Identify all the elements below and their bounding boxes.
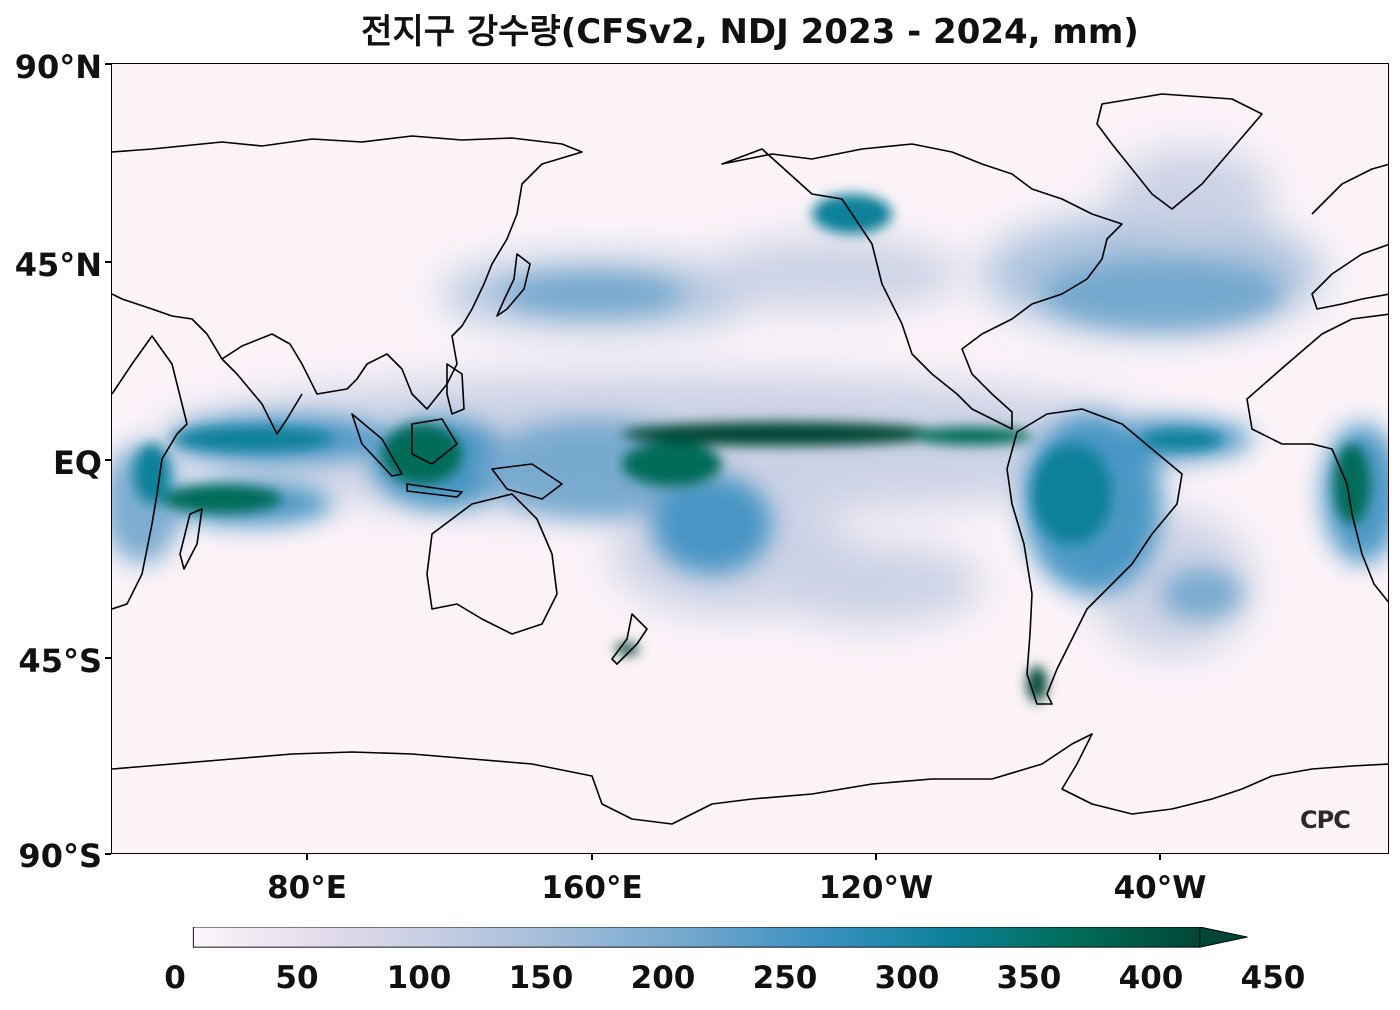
coast-scandinavia: [1311, 163, 1388, 215]
lat-label-45n: 45°N: [14, 246, 102, 284]
colorbar-extend-arrow: [1199, 927, 1248, 948]
precipitation-map: CPC: [111, 63, 1389, 854]
lat-label-90s: 90°S: [18, 837, 102, 875]
colorbar-label: 50: [275, 960, 319, 996]
coast-madagascar: [179, 508, 203, 570]
lat-label-90n: 90°N: [14, 48, 102, 86]
colorbar-label: 150: [508, 960, 574, 996]
coast-philippines: [446, 363, 465, 415]
colorbar-label: 100: [386, 960, 452, 996]
colorbar-label: 300: [874, 960, 940, 996]
precipitation-field: [112, 149, 1388, 702]
coast-antarctica: [112, 733, 1388, 825]
coast-java: [406, 483, 463, 498]
colorbar-label: 450: [1240, 960, 1306, 996]
lon-tick: [306, 854, 308, 860]
coast-india: [221, 358, 303, 435]
lon-label-160e: 160°E: [541, 870, 643, 906]
coast-australia: [426, 493, 558, 635]
coast-africa-east: [112, 335, 188, 610]
lat-label-45s: 45°S: [18, 642, 102, 680]
lon-tick: [591, 854, 593, 860]
lat-label-eq: EQ: [52, 444, 102, 482]
lon-label-80e: 80°E: [267, 870, 347, 906]
coast-japan: [496, 253, 531, 317]
cpc-logo: CPC: [1300, 806, 1351, 834]
coast-new-guinea: [491, 463, 563, 500]
lat-tick: [105, 63, 111, 65]
coast-north-america: [721, 143, 1123, 430]
coast-south-america: [1006, 408, 1183, 705]
colorbar-label: 400: [1118, 960, 1184, 996]
coast-greenland: [1096, 93, 1263, 210]
colorbar-label: 350: [996, 960, 1062, 996]
coast-new-zealand: [611, 613, 648, 665]
coastlines: [112, 93, 1388, 825]
lon-tick: [1159, 854, 1161, 860]
map-title: 전지구 강수량(CFSv2, NDJ 2023 - 2024, mm): [361, 12, 1139, 52]
colorbar-label: 200: [630, 960, 696, 996]
colorbar-gradient: [192, 927, 1201, 948]
lat-tick: [105, 261, 111, 263]
map-canvas: [112, 93, 1388, 825]
lat-tick: [105, 657, 111, 659]
lat-tick: [105, 459, 111, 461]
colorbar: [192, 927, 1248, 948]
lon-label-120w: 120°W: [818, 870, 934, 906]
coast-africa-west: [1246, 313, 1388, 603]
colorbar-label: 0: [164, 960, 186, 996]
lon-label-40w: 40°W: [1113, 870, 1207, 906]
coast-sumatra: [351, 413, 403, 477]
cpc-logo-text: CPC: [1300, 806, 1351, 834]
colorbar-label: 250: [752, 960, 818, 996]
lon-tick: [875, 854, 877, 860]
coast-europe: [1311, 243, 1388, 310]
coast-borneo: [411, 418, 458, 465]
lat-tick: [105, 853, 111, 855]
